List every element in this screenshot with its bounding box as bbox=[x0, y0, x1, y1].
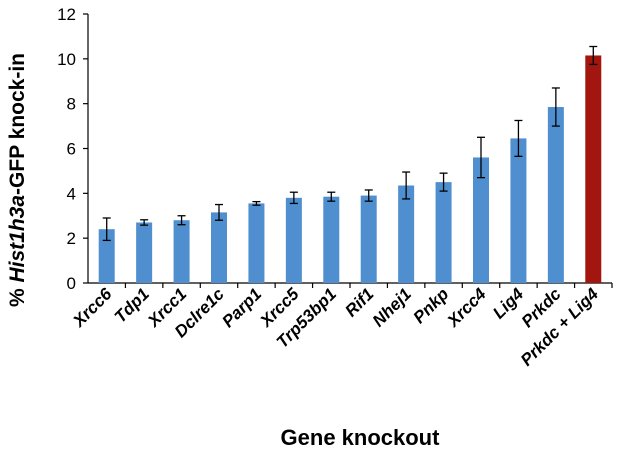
bar bbox=[136, 222, 153, 283]
y-tick-label: 8 bbox=[67, 95, 76, 114]
y-axis-label: % Hist1h3a-GFP knock-in bbox=[6, 53, 29, 307]
y-tick-label: 2 bbox=[67, 229, 76, 248]
bar bbox=[547, 107, 564, 283]
x-tick-label: Parp1 bbox=[218, 284, 265, 331]
y-axis-label-suffix: -GFP knock-in bbox=[6, 53, 29, 195]
y-tick-label: 6 bbox=[67, 140, 76, 159]
y-axis-label-gene: Hist1h3a bbox=[6, 195, 29, 283]
bar bbox=[398, 185, 415, 283]
bar bbox=[173, 220, 190, 283]
y-tick-label: 4 bbox=[67, 184, 76, 203]
y-tick-label: 12 bbox=[57, 5, 76, 24]
svg-text:% Hist1h3a-GFP knock-in: % Hist1h3a-GFP knock-in bbox=[6, 53, 29, 307]
bar bbox=[360, 195, 377, 283]
plot-area: 024681012Xrcc6Tdp1Xrcc1Dclre1cParp1Xrcc5… bbox=[57, 5, 613, 370]
bar bbox=[323, 196, 340, 283]
y-tick-label: 10 bbox=[57, 50, 76, 69]
bar bbox=[285, 197, 302, 283]
bar bbox=[435, 182, 452, 283]
bar bbox=[98, 229, 115, 283]
y-tick-label: 0 bbox=[67, 274, 76, 293]
bar bbox=[585, 55, 602, 284]
bar bbox=[248, 203, 265, 283]
y-axis-label-prefix: % bbox=[6, 283, 29, 308]
x-tick-label: Xrcc4 bbox=[443, 284, 490, 331]
x-tick-label: Nhej1 bbox=[369, 284, 415, 330]
bar bbox=[510, 138, 527, 283]
bar bbox=[473, 157, 489, 283]
x-axis-label: Gene knockout bbox=[281, 425, 441, 450]
bar bbox=[211, 212, 227, 283]
